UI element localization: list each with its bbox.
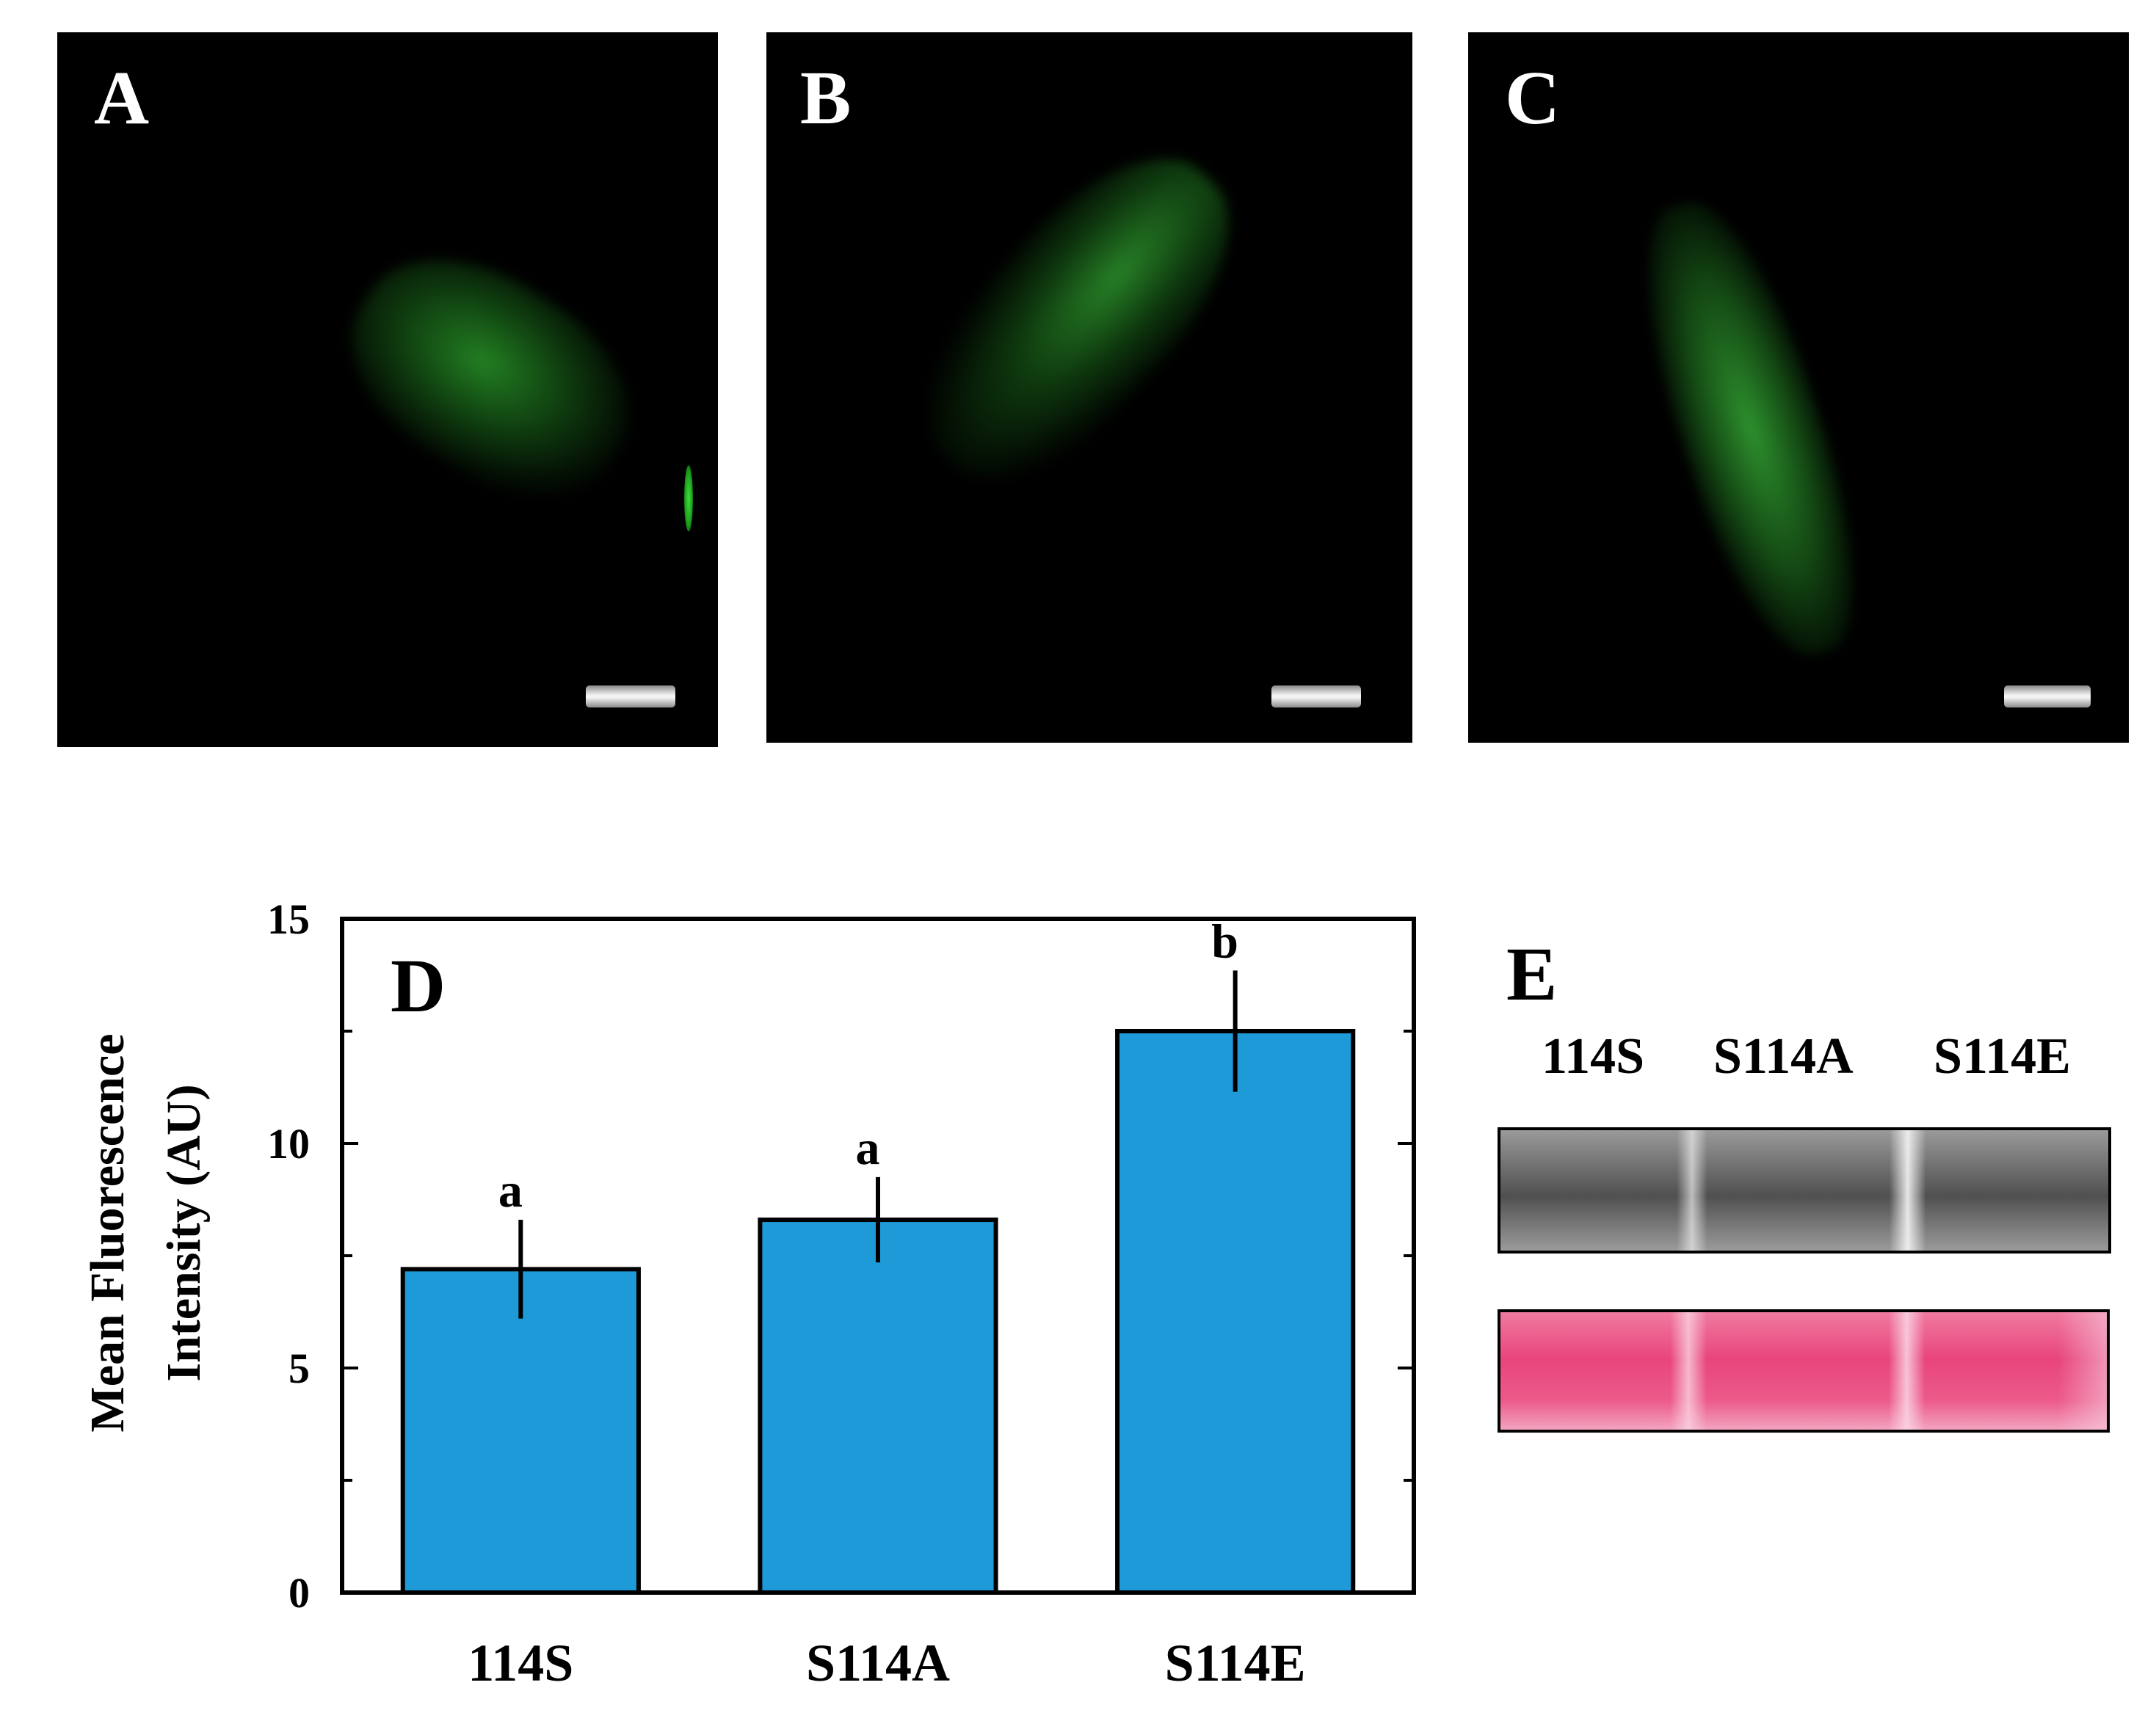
y-axis-title-line2: Intensity (AU) (157, 1084, 211, 1381)
scale-bar (1271, 685, 1361, 707)
significance-label: b (1211, 914, 1238, 968)
bar (1115, 1029, 1356, 1595)
scale-bar (2004, 685, 2091, 707)
bar-chart: Mean Fluorescence Intensity (AU) D 0 5 10 1… (81, 895, 1416, 1692)
fluorescent-cell (1611, 183, 1890, 674)
panel-label-c: C (1505, 56, 1561, 140)
fluorescent-cell (882, 115, 1274, 522)
significance-label: a (498, 1164, 523, 1218)
panel-label-b: B (800, 56, 852, 140)
bar (758, 1218, 998, 1595)
panel-label-e: E (1506, 932, 1558, 1016)
lane-label: 114S (1542, 1028, 1645, 1085)
western-blot-band (1498, 1127, 2111, 1254)
fluorescent-cell (315, 218, 666, 536)
panel-label-d: D (391, 944, 446, 1028)
x-tick-label: S114E (1165, 1634, 1306, 1692)
x-tick-label: S114A (806, 1634, 950, 1692)
scale-bar (586, 685, 675, 707)
micrograph-panel-a: A (57, 32, 718, 747)
panel-label-a: A (94, 56, 150, 140)
micrograph-panel-c: C (1468, 32, 2129, 743)
lane-label: S114A (1713, 1028, 1854, 1085)
bar (400, 1267, 641, 1595)
y-tick-label: 15 (267, 895, 310, 943)
y-axis-title: Mean Fluorescence Intensity (AU) (81, 1033, 211, 1432)
ponceau-stain-band (1498, 1309, 2110, 1433)
lane-label: S114E (1934, 1028, 2071, 1085)
significance-label: a (856, 1121, 880, 1175)
micrograph-panel-b: B (766, 32, 1412, 743)
y-tick-label: 5 (288, 1345, 310, 1392)
y-tick-label: 10 (267, 1120, 310, 1168)
y-axis-title-line1: Mean Fluorescence (81, 1033, 134, 1432)
x-tick-label: 114S (468, 1634, 573, 1692)
y-tick-label: 0 (288, 1569, 310, 1617)
bright-streak (684, 465, 693, 531)
